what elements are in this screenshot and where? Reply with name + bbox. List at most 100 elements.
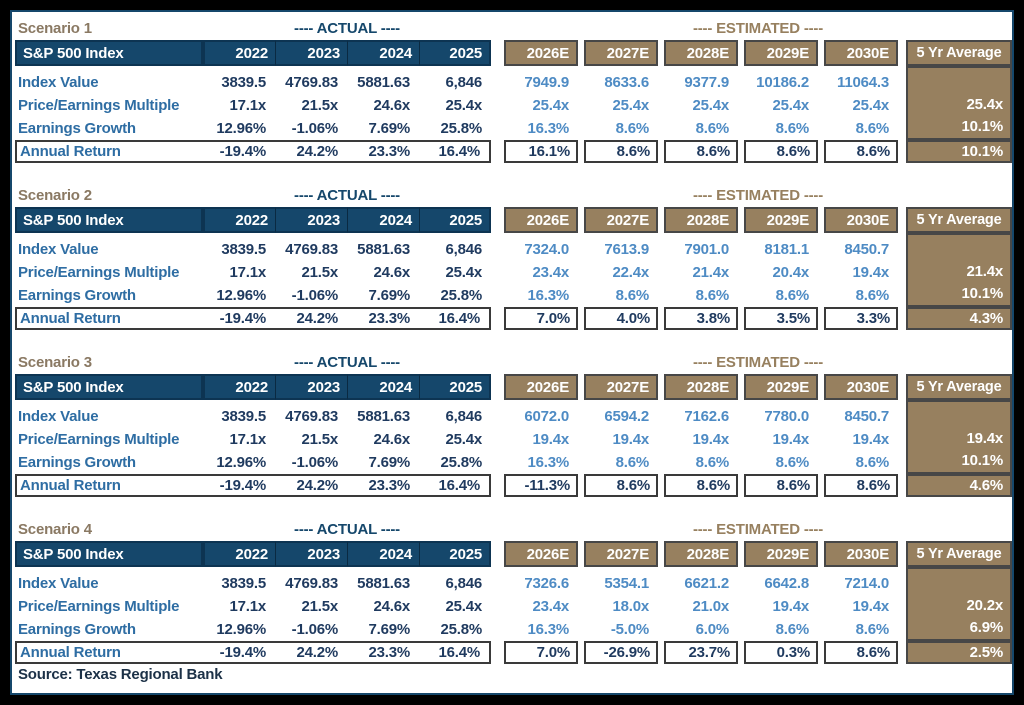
actual-value: 25.4x — [445, 598, 482, 615]
estimated-value: 23.4x — [532, 264, 569, 281]
estimated-year-header: 2030E — [824, 207, 898, 233]
estimated-value: 8.6% — [855, 120, 890, 137]
actual-value: 6,846 — [445, 74, 482, 91]
actual-value: 7.69% — [368, 454, 410, 471]
estimated-value: 8.6% — [775, 454, 810, 471]
row-label: Annual Return — [15, 140, 203, 163]
actual-year-header: 2024 — [347, 541, 419, 567]
actual-value: -19.4% — [203, 641, 275, 664]
estimated-year-header: 2030E — [824, 541, 898, 567]
estimated-value: 8.6% — [775, 287, 810, 304]
estimated-value: 25.4x — [532, 97, 569, 114]
actual-value: 24.6x — [373, 431, 410, 448]
actual-value: 3839.5 — [221, 74, 266, 91]
row-label: Earnings Growth — [18, 287, 136, 304]
actual-value: 16.4% — [419, 641, 491, 664]
actual-value: 16.4% — [419, 140, 491, 163]
actual-value: 3839.5 — [221, 408, 266, 425]
estimated-value: 19.4x — [852, 431, 889, 448]
actual-value: 21.5x — [301, 431, 338, 448]
estimated-value: 8.6% — [584, 140, 658, 163]
estimated-value: 25.4x — [612, 97, 649, 114]
avg-eg-value: 6.9% — [969, 619, 1004, 637]
scenario-title: Scenario 4 — [18, 520, 92, 538]
avg-eg-value: 10.1% — [961, 118, 1003, 136]
actual-year-header: 2022 — [203, 40, 275, 66]
actual-value: 23.3% — [347, 307, 419, 330]
estimated-value: 8.6% — [695, 120, 730, 137]
actual-value: 7.69% — [368, 120, 410, 137]
avg-body: 20.2x 6.9% — [906, 567, 1012, 641]
row-label: Index Value — [18, 74, 99, 91]
estimated-value: 8450.7 — [844, 241, 889, 258]
estimated-value: 16.3% — [527, 621, 569, 638]
actual-value: 23.3% — [347, 641, 419, 664]
estimated-value: -5.0% — [610, 621, 649, 638]
avg-annual-return-value: 10.1% — [906, 140, 1012, 163]
avg-body: 21.4x 10.1% — [906, 233, 1012, 307]
estimated-value: 8.6% — [824, 140, 898, 163]
actual-value: 21.5x — [301, 598, 338, 615]
scenario-block-3: Scenario 3 ---- ACTUAL ---- ---- ESTIMATED… — [15, 350, 1012, 497]
estimated-year-header: 2027E — [584, 207, 658, 233]
estimated-value: 25.4x — [772, 97, 809, 114]
estimated-value: 8.6% — [584, 474, 658, 497]
estimated-value: 7162.6 — [684, 408, 729, 425]
actual-section-label: ---- ACTUAL ---- — [294, 520, 400, 538]
actual-value: -1.06% — [291, 120, 339, 137]
scenario-block-4: Scenario 4 ---- ACTUAL ---- ---- ESTIMATED… — [15, 517, 1012, 664]
row-label: Index Value — [18, 241, 99, 258]
actual-value: 25.4x — [445, 264, 482, 281]
avg-header: 5 Yr Average — [906, 374, 1012, 400]
estimated-value: 19.4x — [772, 598, 809, 615]
scenario-title: Scenario 2 — [18, 186, 92, 204]
actual-value: 3839.5 — [221, 575, 266, 592]
row-label: Price/Earnings Multiple — [18, 264, 180, 281]
estimated-value: 8.6% — [775, 621, 810, 638]
estimated-value: 8.6% — [855, 287, 890, 304]
actual-year-header: 2025 — [419, 541, 491, 567]
actual-year-header: 2023 — [275, 207, 347, 233]
actual-year-header: 2022 — [203, 374, 275, 400]
avg-eg-value: 10.1% — [961, 285, 1003, 303]
estimated-value: 19.4x — [852, 598, 889, 615]
estimated-value: 8.6% — [824, 474, 898, 497]
scenario-title: Scenario 1 — [18, 19, 92, 37]
index-header: S&P 500 Index — [15, 207, 203, 233]
estimated-value: 20.4x — [772, 264, 809, 281]
estimated-value: 8.6% — [744, 474, 818, 497]
actual-value: 17.1x — [229, 97, 266, 114]
actual-value: 24.2% — [275, 641, 347, 664]
actual-value: 3839.5 — [221, 241, 266, 258]
avg-annual-return-value: 4.6% — [906, 474, 1012, 497]
estimated-value: 6594.2 — [604, 408, 649, 425]
actual-value: 17.1x — [229, 431, 266, 448]
estimated-value: 19.4x — [772, 431, 809, 448]
estimated-value: 10186.2 — [756, 74, 809, 91]
estimated-value: -11.3% — [504, 474, 578, 497]
estimated-value: 16.1% — [504, 140, 578, 163]
scenario-tables: Scenario 1 ---- ACTUAL ---- ---- ESTIMATED… — [15, 16, 1012, 664]
estimated-value: 23.4x — [532, 598, 569, 615]
avg-blank-cell — [908, 68, 1010, 93]
estimated-value: 9377.9 — [684, 74, 729, 91]
row-label: Annual Return — [15, 641, 203, 664]
estimated-value: -26.9% — [584, 641, 658, 664]
estimated-year-header: 2029E — [744, 541, 818, 567]
estimated-year-header: 2026E — [504, 374, 578, 400]
actual-year-header: 2022 — [203, 207, 275, 233]
estimated-value: 19.4x — [692, 431, 729, 448]
estimated-value: 3.5% — [744, 307, 818, 330]
estimated-section-label: ---- ESTIMATED ---- — [692, 19, 824, 37]
avg-header: 5 Yr Average — [906, 207, 1012, 233]
estimated-year-header: 2029E — [744, 207, 818, 233]
estimated-value: 7.0% — [504, 307, 578, 330]
estimated-value: 19.4x — [532, 431, 569, 448]
avg-header: 5 Yr Average — [906, 541, 1012, 567]
row-label: Index Value — [18, 575, 99, 592]
scenario-block-1: Scenario 1 ---- ACTUAL ---- ---- ESTIMATED… — [15, 16, 1012, 163]
row-label: Earnings Growth — [18, 120, 136, 137]
actual-value: 24.2% — [275, 307, 347, 330]
estimated-value: 7949.9 — [524, 74, 569, 91]
estimated-value: 6621.2 — [684, 575, 729, 592]
